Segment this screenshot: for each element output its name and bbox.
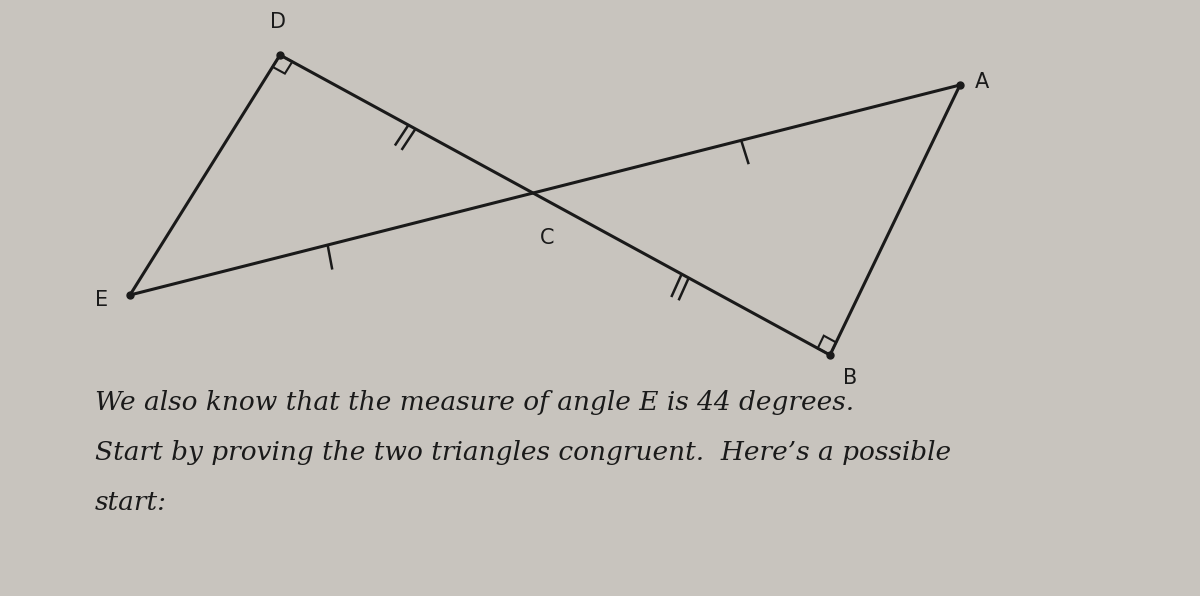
Text: D: D xyxy=(270,12,286,32)
Text: C: C xyxy=(540,228,554,248)
Text: B: B xyxy=(842,368,857,388)
Text: E: E xyxy=(95,290,108,310)
Text: We also know that the measure of angle E is 44 degrees.: We also know that the measure of angle E… xyxy=(95,390,854,415)
Text: start:: start: xyxy=(95,490,167,515)
Text: Start by proving the two triangles congruent.  Here’s a possible: Start by proving the two triangles congr… xyxy=(95,440,952,465)
Text: A: A xyxy=(974,72,989,92)
